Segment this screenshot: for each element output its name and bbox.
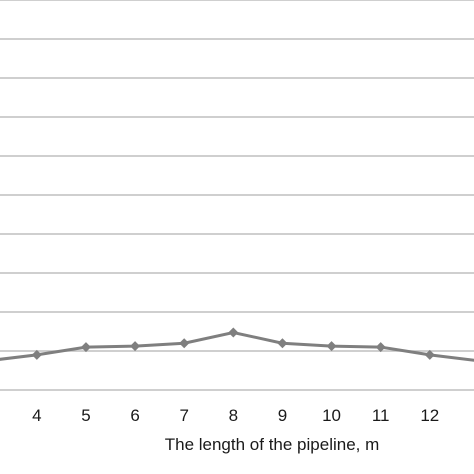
data-point xyxy=(179,338,190,349)
data-point xyxy=(277,338,288,349)
series-layer xyxy=(0,327,474,362)
x-tick-label: 5 xyxy=(81,406,90,425)
data-point xyxy=(31,349,42,360)
x-tick-layer: 4 5 6 7 8 9 10 11 12 xyxy=(32,406,439,425)
series-line xyxy=(0,330,474,362)
grid-layer xyxy=(0,0,474,391)
x-tick-label: 6 xyxy=(130,406,139,425)
x-tick-label: 11 xyxy=(372,406,390,425)
x-axis-title: The length of the pipeline, m xyxy=(165,435,380,454)
data-point xyxy=(80,342,91,353)
x-tick-label: 12 xyxy=(420,406,439,425)
data-point xyxy=(375,342,386,353)
x-tick-label: 10 xyxy=(322,406,341,425)
x-tick-label: 4 xyxy=(32,406,41,425)
x-tick-label: 8 xyxy=(229,406,238,425)
data-point xyxy=(424,349,435,360)
data-point xyxy=(326,341,337,352)
x-tick-label: 9 xyxy=(278,406,287,425)
x-tick-label: 7 xyxy=(179,406,188,425)
data-point xyxy=(130,341,141,352)
data-point xyxy=(228,327,239,338)
